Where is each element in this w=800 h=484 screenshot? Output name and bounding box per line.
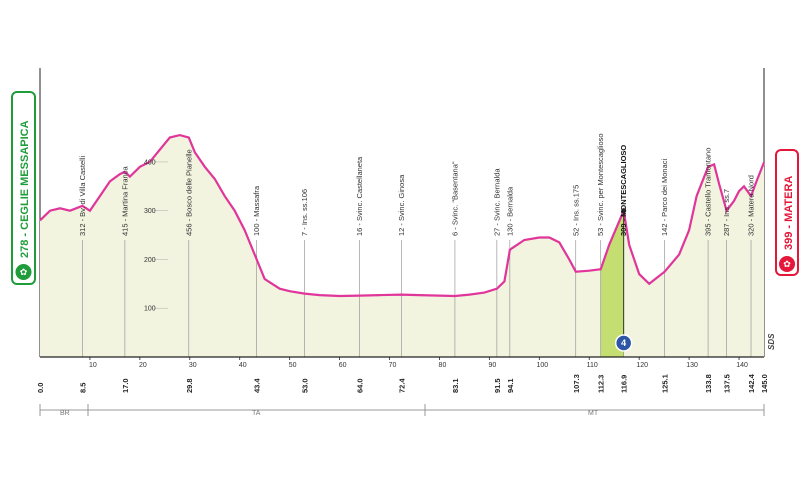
waypoint-label: 130 - Bernalda <box>505 186 514 236</box>
waypoint-label: 415 - Martina Franca <box>120 166 129 236</box>
waypoint-label: 6 - Svinc. "Basentana" <box>450 161 459 236</box>
waypoint-guide-lines <box>82 240 752 357</box>
elevation-scale-label: 200 <box>144 257 156 264</box>
waypoint-km: 94.1 <box>506 378 515 393</box>
profile-area <box>40 135 764 357</box>
waypoint-km: 145.0 <box>760 374 769 393</box>
x-tick-label: 130 <box>686 362 698 369</box>
x-axis-ticks: 10 20 30 40 50 60 70 80 90 100 110 120 130 140 <box>89 357 748 369</box>
gpm-category: 4 <box>621 338 626 348</box>
waypoint-km: 43.4 <box>253 378 262 393</box>
start-name: 278 - CEGLIE MESSAPICA <box>19 120 31 258</box>
waypoint-label: 100 - Massafra <box>252 185 261 236</box>
waypoint-km: 107.3 <box>572 374 581 393</box>
x-tick-label: 100 <box>536 362 548 369</box>
start-icon <box>15 264 32 280</box>
region-br: BR <box>60 410 70 417</box>
waypoint-label: 142 - Parco dei Monaci <box>660 159 669 236</box>
finish-icon <box>779 256 795 272</box>
waypoint-km: 17.0 <box>121 378 130 393</box>
waypoint-km-labels: 0.0 8.5 17.0 29.8 43.4 53.0 64.0 72.4 83.1 91.5 94… <box>36 373 769 393</box>
waypoint-label: 52 - Ins. ss.175 <box>571 185 580 236</box>
waypoint-label: 456 - Bosco delle Pianelle <box>184 149 193 236</box>
svg-text:✿: ✿ <box>20 268 28 278</box>
elevation-scale: 400 300 200 100 <box>144 159 168 313</box>
waypoint-label: 53 - Svinc. per Montescaglioso <box>596 133 605 236</box>
waypoint-label: 16 - Svinc. Castellaneta <box>355 156 364 236</box>
waypoint-km: 137.5 <box>723 374 732 393</box>
waypoint-km: 0.0 <box>36 383 45 393</box>
x-tick-label: 20 <box>139 362 147 369</box>
waypoint-km: 133.8 <box>704 374 713 393</box>
waypoint-label: 320 - Matera Nord <box>747 175 756 236</box>
elevation-scale-label: 300 <box>144 208 156 215</box>
waypoint-labels: 312 - Bv. di Villa Castelli 415 - Martina… <box>78 133 756 236</box>
finish-badge: ✿ 399 - MATERA <box>775 149 799 276</box>
waypoint-label: 312 - Bv. di Villa Castelli <box>78 155 87 236</box>
waypoint-km: 64.0 <box>356 378 365 393</box>
x-tick-label: 120 <box>636 362 648 369</box>
svg-text:✿: ✿ <box>783 260 791 270</box>
waypoint-km: 72.4 <box>398 378 407 393</box>
gpm-badge <box>614 334 633 352</box>
finish-name: 399 - MATERA <box>783 176 795 250</box>
sds-logo: SDS <box>767 333 776 350</box>
waypoint-km: 116.9 <box>620 375 629 393</box>
x-tick-label: 80 <box>439 362 447 369</box>
waypoint-label: 27 - Svinc. Bernalda <box>492 168 501 236</box>
waypoint-km: 91.5 <box>493 378 502 393</box>
elevation-scale-label: 100 <box>144 306 156 313</box>
waypoint-km: 83.1 <box>451 378 460 393</box>
elevation-scale-label: 400 <box>144 159 156 166</box>
x-tick-label: 70 <box>389 362 397 369</box>
waypoint-km: 53.0 <box>301 378 310 393</box>
gpm-marker: 4 <box>614 208 633 352</box>
waypoint-km: 142.4 <box>747 373 756 393</box>
waypoint-km: 8.5 <box>78 383 87 393</box>
region-mt: MT <box>588 410 599 417</box>
x-tick-label: 40 <box>239 362 247 369</box>
waypoint-label: 287 - Ins. ss.7 <box>722 189 731 236</box>
x-tick-label: 140 <box>736 362 748 369</box>
start-badge: ✿ 278 - CEGLIE MESSAPICA <box>11 91 36 285</box>
x-tick-label: 30 <box>189 362 197 369</box>
waypoint-km: 29.8 <box>185 378 194 393</box>
waypoint-label: 12 - Svinc. Ginosa <box>397 174 406 236</box>
x-tick-label: 110 <box>587 362 598 369</box>
region-bar: BR TA MT <box>39 404 765 417</box>
x-tick-label: 60 <box>339 362 347 369</box>
waypoint-km: 112.3 <box>597 375 606 393</box>
waypoint-km: 125.1 <box>661 374 670 393</box>
waypoint-label: 309 - MONTESCAGLIOSO <box>619 145 628 236</box>
region-ta: TA <box>252 410 261 417</box>
waypoint-label: 395 - Castello Tramontano <box>704 148 713 236</box>
x-tick-label: 90 <box>488 362 496 369</box>
profile-line <box>39 133 766 298</box>
waypoint-label: 7 - Ins. ss.106 <box>300 189 309 236</box>
x-tick-label: 50 <box>289 362 297 369</box>
x-tick-label: 10 <box>89 362 97 369</box>
final-climb-area <box>600 210 624 357</box>
